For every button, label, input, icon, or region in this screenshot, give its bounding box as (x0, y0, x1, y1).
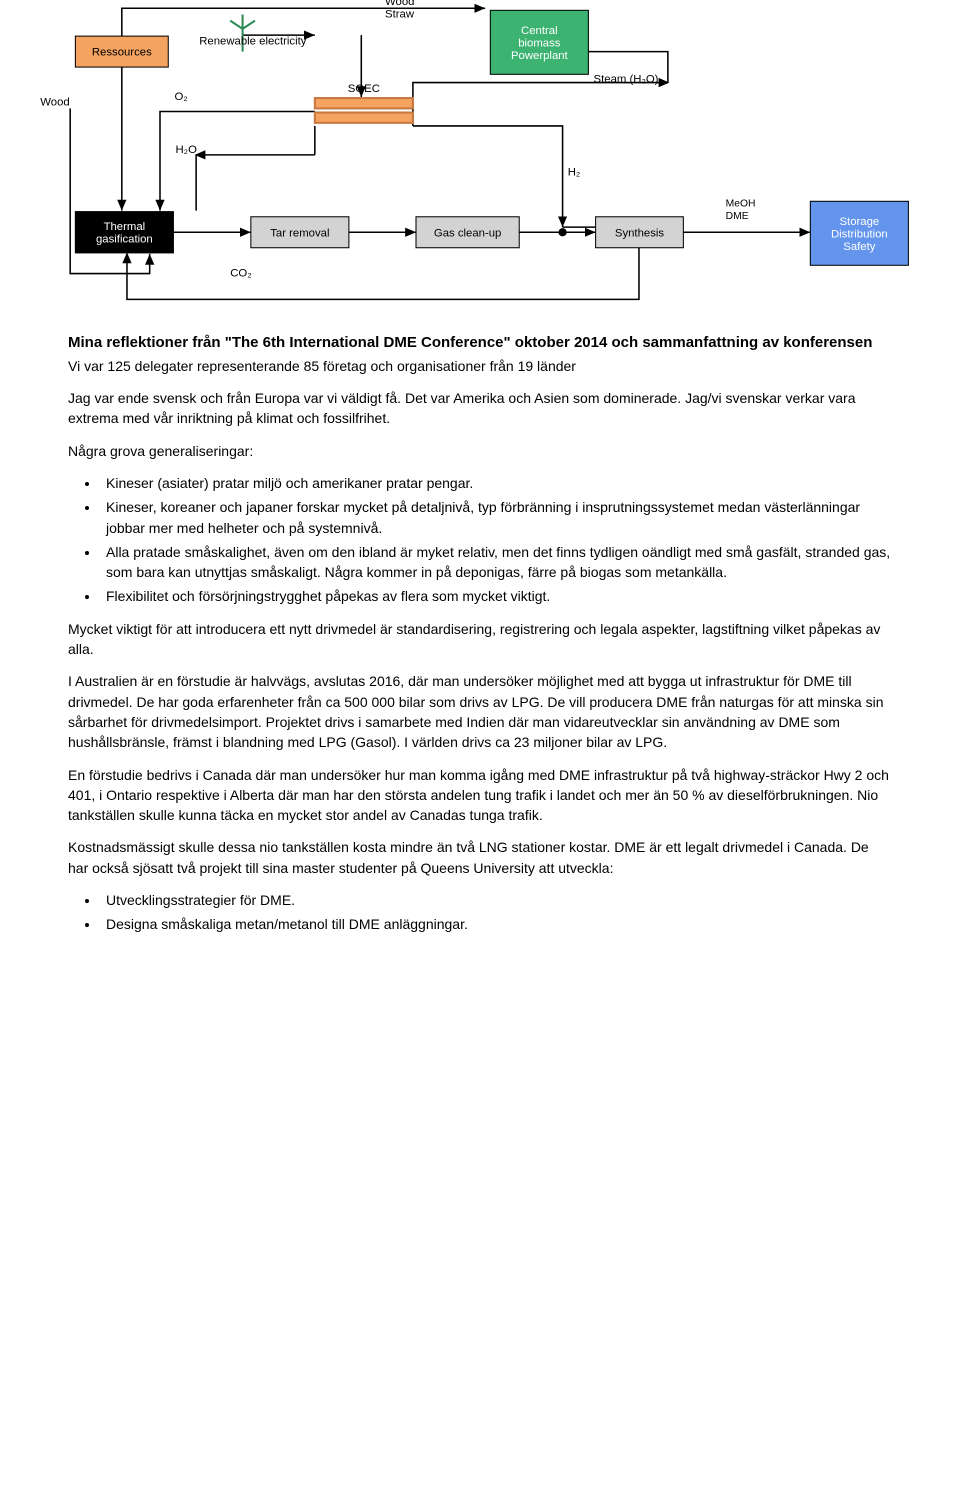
svg-text:O₂: O₂ (174, 91, 187, 103)
svg-text:H₂O: H₂O (175, 144, 197, 156)
list-item: Kineser (asiater) pratar miljö och ameri… (100, 473, 892, 493)
svg-text:Synthesis: Synthesis (615, 227, 665, 239)
projects-list: Utvecklingsstrategier för DME. Designa s… (100, 890, 892, 935)
list-item: Alla pratade småskalighet, även om den i… (100, 542, 892, 583)
svg-text:CO₂: CO₂ (230, 268, 251, 280)
svg-text:Safety: Safety (843, 241, 875, 253)
paragraph-standardization: Mycket viktigt för att introducera ett n… (68, 619, 892, 660)
list-item: Utvecklingsstrategier för DME. (100, 890, 892, 910)
svg-text:Distribution: Distribution (831, 228, 888, 240)
svg-text:Gas clean-up: Gas clean-up (434, 227, 501, 239)
list-item: Flexibilitet och försörjningstrygghet på… (100, 586, 892, 606)
document-body: Mina reflektioner från "The 6th Internat… (0, 320, 960, 969)
svg-text:biomass: biomass (518, 37, 561, 49)
list-item: Kineser, koreaner och japaner forskar my… (100, 497, 892, 538)
svg-text:gasification: gasification (96, 234, 153, 246)
list-item: Designa småskaliga metan/metanol till DM… (100, 914, 892, 934)
svg-text:MeOH: MeOH (726, 198, 756, 209)
svg-text:Wood: Wood (385, 0, 414, 8)
svg-text:Thermal: Thermal (104, 221, 146, 233)
diagram-svg: Ressources CentralbiomassPowerplant Therma… (0, 0, 960, 320)
paragraph-europe: Jag var ende svensk och från Europa var … (68, 388, 892, 429)
svg-text:DME: DME (726, 211, 749, 222)
paragraph-canada-highways: En förstudie bedrivs i Canada där man un… (68, 765, 892, 826)
svg-text:Ressources: Ressources (92, 47, 152, 59)
svg-text:Powerplant: Powerplant (511, 50, 569, 62)
paragraph-generalizations-intro: Några grova generaliseringar: (68, 441, 892, 461)
page-title: Mina reflektioner från "The 6th Internat… (68, 332, 892, 354)
generalizations-list: Kineser (asiater) pratar miljö och ameri… (100, 473, 892, 607)
svg-text:Renewable electricity: Renewable electricity (199, 35, 307, 47)
intro-delegates: Vi var 125 delegater representerande 85 … (68, 356, 892, 376)
svg-text:Steam (H₂O): Steam (H₂O) (594, 74, 659, 86)
svg-text:Central: Central (521, 25, 558, 37)
paragraph-australia: I Australien är en förstudie är halvvägs… (68, 671, 892, 752)
svg-text:Straw: Straw (385, 9, 415, 21)
svg-text:SOEC: SOEC (348, 83, 380, 95)
paragraph-canada-costs: Kostnadsmässigt skulle dessa nio tankstä… (68, 837, 892, 878)
process-diagram: Ressources CentralbiomassPowerplant Therma… (0, 0, 960, 320)
svg-text:Tar removal: Tar removal (270, 227, 329, 239)
svg-text:Storage: Storage (839, 216, 879, 228)
svg-text:Wood: Wood (40, 96, 69, 108)
svg-text:H₂: H₂ (568, 166, 581, 178)
